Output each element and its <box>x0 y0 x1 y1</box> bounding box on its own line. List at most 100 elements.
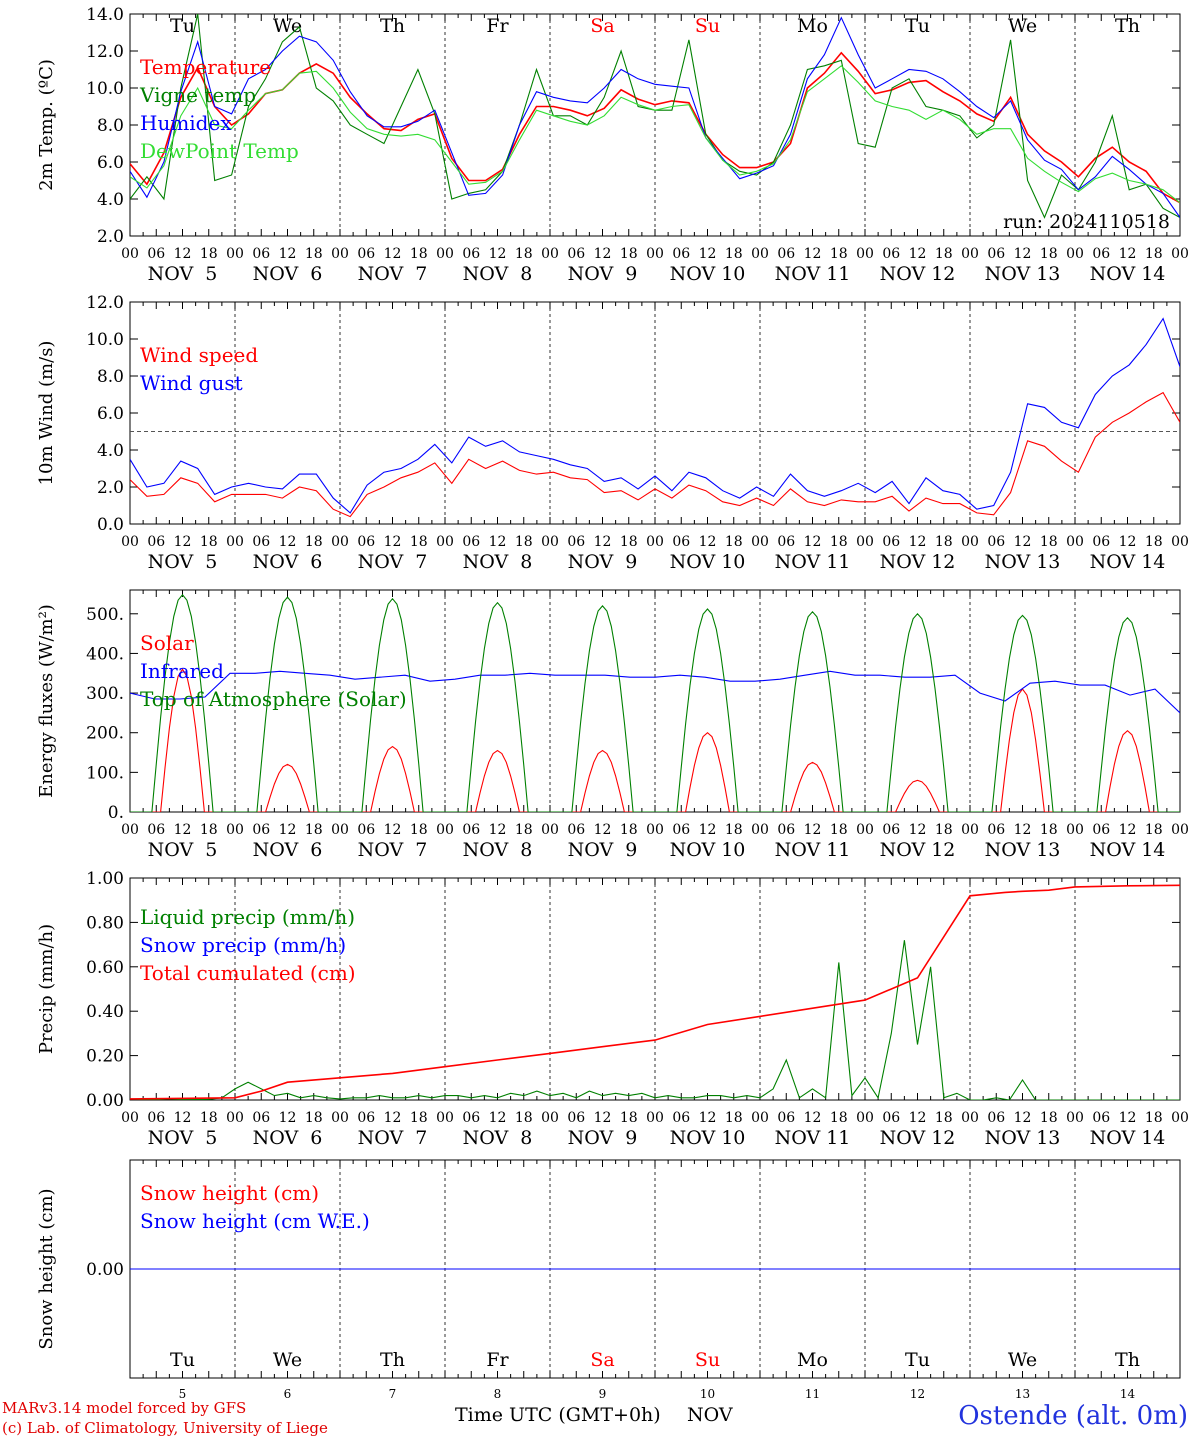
hour-tick-label: 18 <box>410 1110 428 1126</box>
hour-tick-label: 00 <box>751 534 769 550</box>
hour-tick-label: 06 <box>987 246 1005 262</box>
plot-area <box>130 317 1180 518</box>
date-label: NOV 5 <box>148 839 218 861</box>
y-tick-label: 6.0 <box>97 404 124 424</box>
y-tick-label: 10.0 <box>86 79 124 99</box>
y-tick-label: 0.80 <box>86 913 124 933</box>
y-tick-label: 300. <box>86 684 124 704</box>
legend-entry: DewPoint Temp <box>140 139 299 163</box>
hour-tick-label: 12 <box>909 246 927 262</box>
hour-tick-label: 00 <box>1171 822 1189 838</box>
legend-entry: Humidex <box>140 111 232 135</box>
hour-tick-label: 00 <box>961 1110 979 1126</box>
hour-tick-label: 06 <box>882 1110 900 1126</box>
hour-tick-label: 00 <box>436 822 454 838</box>
hour-tick-label: 12 <box>489 246 507 262</box>
hour-tick-label: 06 <box>672 1110 690 1126</box>
hour-tick-label: 00 <box>1171 246 1189 262</box>
hour-tick-label: 00 <box>541 1110 559 1126</box>
panel-temp: 2.0 4.0 6.0 8.0 10.0 12.0 14.0 2m Temp. (ºC) 00 0… <box>36 5 1189 285</box>
hour-tick-label: 06 <box>567 534 585 550</box>
date-label: NOV 5 <box>148 551 218 573</box>
date-label: NOV 10 <box>670 263 746 285</box>
day-number: 5 <box>179 1387 187 1401</box>
date-label: NOV 11 <box>775 839 851 861</box>
day-name: Su <box>695 1349 720 1371</box>
hour-tick-label: 06 <box>987 822 1005 838</box>
y-tick-label: 0.00 <box>86 1260 124 1280</box>
hour-tick-label: 12 <box>804 246 822 262</box>
series-line-solar <box>130 668 1180 812</box>
legend-entry: Wind speed <box>140 343 258 367</box>
hour-tick-label: 18 <box>1040 1110 1058 1126</box>
day-name: We <box>1008 15 1037 37</box>
hour-tick-label: 06 <box>462 1110 480 1126</box>
hour-tick-label: 06 <box>567 822 585 838</box>
hour-tick-label: 12 <box>699 246 717 262</box>
y-axis-label: 10m Wind (m/s) <box>36 341 57 486</box>
hour-tick-label: 00 <box>121 822 139 838</box>
y-tick-label: 12.0 <box>86 42 124 62</box>
y-tick-label: 0.60 <box>86 958 124 978</box>
date-label: NOV 10 <box>670 1127 746 1149</box>
hour-tick-label: 12 <box>174 246 192 262</box>
hour-tick-label: 06 <box>777 822 795 838</box>
legend-entry: Snow precip (mm/h) <box>140 933 346 957</box>
y-tick-label: 4.0 <box>97 190 124 210</box>
date-label: NOV 12 <box>880 263 956 285</box>
hour-tick-label: 00 <box>1171 1110 1189 1126</box>
series-line-total-cumulated-cm- <box>130 884 1180 1100</box>
y-axis-label: Energy fluxes (W/m²) <box>36 604 57 798</box>
date-label: NOV 12 <box>880 551 956 573</box>
panel-precip: 0.00 0.20 0.40 0.60 0.80 1.00 Precip (mm/h) 00 0… <box>36 869 1189 1149</box>
hour-tick-label: 12 <box>594 822 612 838</box>
plot-area <box>130 14 1180 219</box>
legend-entry: Total cumulated (cm) <box>140 961 356 985</box>
hour-tick-label: 18 <box>1040 534 1058 550</box>
hour-tick-label: 18 <box>200 534 218 550</box>
hour-tick-label: 06 <box>882 822 900 838</box>
hour-tick-label: 00 <box>331 1110 349 1126</box>
hour-tick-label: 12 <box>279 822 297 838</box>
date-label: NOV 14 <box>1090 1127 1166 1149</box>
hour-tick-label: 18 <box>1145 822 1163 838</box>
hour-tick-label: 06 <box>1092 822 1110 838</box>
y-tick-label: 0.0 <box>97 515 124 535</box>
hour-tick-label: 00 <box>541 822 559 838</box>
hour-tick-label: 00 <box>856 246 874 262</box>
date-label: NOV 13 <box>985 551 1061 573</box>
day-name: We <box>273 1349 302 1371</box>
hour-tick-label: 18 <box>830 246 848 262</box>
hour-tick-label: 18 <box>1145 246 1163 262</box>
day-name: Mo <box>797 1349 828 1371</box>
hour-tick-label: 12 <box>1014 1110 1032 1126</box>
hour-tick-label: 06 <box>462 822 480 838</box>
day-name: We <box>273 15 302 37</box>
date-label: NOV 11 <box>775 551 851 573</box>
run-annotation: run: 2024110518 <box>1003 211 1170 233</box>
hour-tick-label: 18 <box>830 822 848 838</box>
day-name: Sa <box>590 1349 614 1371</box>
date-label: NOV 13 <box>985 839 1061 861</box>
hour-tick-label: 06 <box>252 534 270 550</box>
model-credit: MARv3.14 model forced by GFS <box>2 1399 247 1417</box>
month-label: NOV <box>687 1404 733 1426</box>
hour-tick-label: 00 <box>331 246 349 262</box>
hour-tick-label: 18 <box>410 246 428 262</box>
y-tick-label: 8.0 <box>97 367 124 387</box>
date-label: NOV 14 <box>1090 839 1166 861</box>
date-label: NOV 7 <box>358 839 428 861</box>
day-name: Sa <box>590 15 614 37</box>
date-label: NOV 11 <box>775 1127 851 1149</box>
date-label: NOV 7 <box>358 263 428 285</box>
hour-tick-label: 18 <box>200 822 218 838</box>
hour-tick-label: 12 <box>804 1110 822 1126</box>
hour-tick-label: 00 <box>646 822 664 838</box>
panel-flux: 0. 100. 200. 300. 400. 500. Energy fluxes (W/m… <box>36 589 1189 861</box>
hour-tick-label: 18 <box>620 534 638 550</box>
legend-entry: Liquid precip (mm/h) <box>140 905 355 929</box>
day-number: 13 <box>1015 1387 1030 1401</box>
hour-tick-label: 00 <box>1066 534 1084 550</box>
series-line-humidex <box>130 16 1180 218</box>
